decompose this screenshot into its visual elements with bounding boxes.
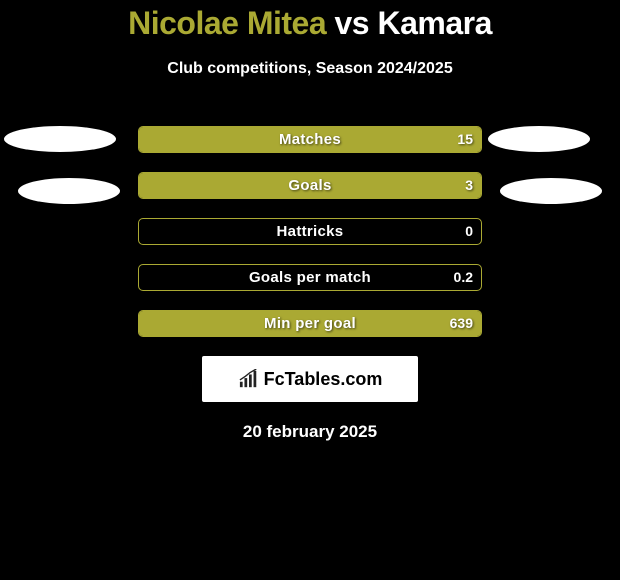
player2-name: Kamara bbox=[377, 5, 491, 41]
stat-bar: Matches15 bbox=[138, 126, 482, 153]
bars-list: Matches15 Goals3 Hattricks0 Goals per match… bbox=[0, 126, 620, 337]
bar-value: 0 bbox=[465, 219, 473, 244]
stat-bar: Goals per match0.2 bbox=[138, 264, 482, 291]
bar-value: 639 bbox=[450, 311, 473, 336]
date-text: 20 february 2025 bbox=[0, 422, 620, 442]
stat-bar: Goals3 bbox=[138, 172, 482, 199]
placeholder-oval bbox=[18, 178, 120, 204]
logo-content: FcTables.com bbox=[238, 369, 383, 390]
stats-area: Matches15 Goals3 Hattricks0 Goals per match… bbox=[0, 126, 620, 337]
bar-label: Hattricks bbox=[139, 219, 481, 244]
bar-label: Goals bbox=[139, 173, 481, 198]
comparison-container: Nicolae Mitea vs Kamara Club competition… bbox=[0, 0, 620, 442]
placeholder-oval bbox=[488, 126, 590, 152]
bar-value: 15 bbox=[457, 127, 473, 152]
bar-value: 3 bbox=[465, 173, 473, 198]
bar-label: Matches bbox=[139, 127, 481, 152]
page-title: Nicolae Mitea vs Kamara bbox=[0, 5, 620, 42]
subtitle: Club competitions, Season 2024/2025 bbox=[0, 60, 620, 78]
stat-bar: Hattricks0 bbox=[138, 218, 482, 245]
stat-bar: Min per goal639 bbox=[138, 310, 482, 337]
chart-icon bbox=[238, 369, 260, 389]
placeholder-oval bbox=[500, 178, 602, 204]
bar-label: Goals per match bbox=[139, 265, 481, 290]
placeholder-oval bbox=[4, 126, 116, 152]
logo-box[interactable]: FcTables.com bbox=[202, 356, 418, 402]
bar-label: Min per goal bbox=[139, 311, 481, 336]
vs-text: vs bbox=[335, 5, 370, 41]
bar-value: 0.2 bbox=[454, 265, 473, 290]
player1-name: Nicolae Mitea bbox=[128, 5, 326, 41]
logo-text: FcTables.com bbox=[264, 369, 383, 390]
